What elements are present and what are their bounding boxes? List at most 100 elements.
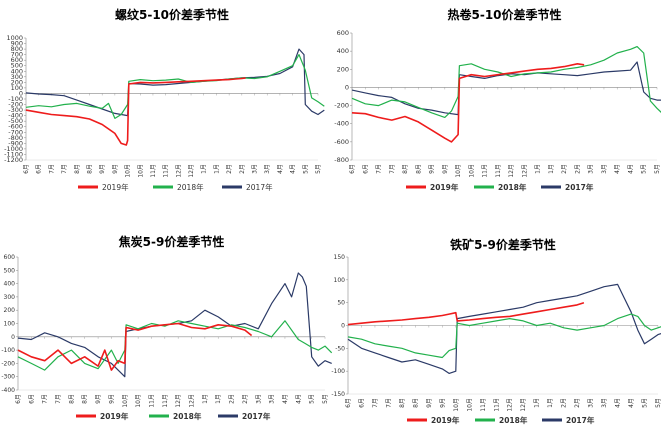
x-tick-label: 8月 xyxy=(86,164,93,174)
x-tick-label: 5月 xyxy=(641,164,648,174)
x-tick-label: 10月 xyxy=(125,164,132,178)
y-tick-label: 50 xyxy=(337,300,345,307)
x-tick-label: 11月 xyxy=(148,394,155,408)
y-tick-label: 600 xyxy=(4,254,16,261)
legend-label: 2019年 xyxy=(430,182,459,192)
x-tick-label: 10月 xyxy=(455,164,462,178)
legend-label: 2019年 xyxy=(431,415,460,425)
x-tick-label: 12月 xyxy=(175,164,182,178)
x-tick-label: 5月 xyxy=(322,394,329,404)
y-tick-label: 600 xyxy=(11,56,23,64)
chart-title: 铁矿5-9价差季节性 xyxy=(450,237,556,252)
x-tick-label: 5月 xyxy=(309,394,316,404)
y-tick-label: 400 xyxy=(11,67,23,75)
x-tick-label: 8月 xyxy=(415,164,422,174)
y-tick-label: -500 xyxy=(8,117,23,125)
y-tick-label: 100 xyxy=(11,84,23,92)
y-tick-label: 800 xyxy=(11,45,23,53)
x-tick-label: 7月 xyxy=(42,394,49,404)
x-tick-label: 8月 xyxy=(68,394,75,404)
y-tick-label: -400 xyxy=(1,387,15,394)
legend-label: 2018年 xyxy=(499,415,528,425)
x-tick-label: 5月 xyxy=(654,164,661,174)
y-tick-label: -600 xyxy=(334,138,349,146)
series-line-2018年 xyxy=(17,320,333,371)
x-tick-label: 7月 xyxy=(48,164,55,174)
series-line-2018年 xyxy=(25,54,325,119)
y-tick-label: 200 xyxy=(337,65,349,73)
x-tick-label: 7月 xyxy=(376,164,383,174)
y-tick-label: -400 xyxy=(334,120,349,128)
x-tick-label: 4月 xyxy=(282,394,289,404)
x-tick-label: 3月 xyxy=(264,164,271,174)
x-tick-label: 4月 xyxy=(295,394,302,404)
y-tick-label: 700 xyxy=(11,51,23,59)
series-line-2018年 xyxy=(347,313,661,359)
y-tick-label: 400 xyxy=(4,281,16,288)
x-tick-label: 2月 xyxy=(561,398,568,408)
x-tick-label: 9月 xyxy=(99,164,106,174)
x-tick-label: 7月 xyxy=(61,164,68,174)
y-tick-label: -100 xyxy=(1,347,15,354)
x-tick-label: 6月 xyxy=(23,164,30,174)
x-tick-label: 7月 xyxy=(389,164,396,174)
x-tick-label: 3月 xyxy=(588,164,595,174)
x-tick-label: 12月 xyxy=(189,394,196,408)
series-line-2019年 xyxy=(347,301,585,326)
x-tick-label: 2月 xyxy=(574,164,581,174)
x-tick-label: 3月 xyxy=(601,398,608,408)
series-line-2019年 xyxy=(351,63,585,143)
x-tick-label: 10月 xyxy=(137,164,144,178)
y-tick-label: 200 xyxy=(4,307,16,314)
y-tick-label: -1000 xyxy=(4,145,23,153)
x-tick-label: 3月 xyxy=(601,164,608,174)
x-tick-label: 4月 xyxy=(277,164,284,174)
y-tick-label: -800 xyxy=(8,134,23,142)
x-tick-label: 8月 xyxy=(399,398,406,408)
y-tick-label: 1000 xyxy=(6,34,23,42)
x-tick-label: 1月 xyxy=(547,398,554,408)
y-tick-label: -50 xyxy=(335,345,345,352)
x-tick-label: 9月 xyxy=(95,394,102,404)
series-line-2017年 xyxy=(347,283,661,374)
y-tick-label: -200 xyxy=(334,102,349,110)
x-tick-label: 3月 xyxy=(252,164,259,174)
x-tick-label: 11月 xyxy=(480,398,487,412)
x-tick-label: 1月 xyxy=(535,164,542,174)
x-tick-label: 10月 xyxy=(135,394,142,408)
y-tick-label: -100 xyxy=(8,95,23,103)
x-tick-label: 10月 xyxy=(466,398,473,412)
y-tick-label: -300 xyxy=(1,374,15,381)
x-tick-label: 9月 xyxy=(108,394,115,404)
x-tick-label: 10月 xyxy=(122,394,129,408)
y-tick-label: 900 xyxy=(11,40,23,48)
x-tick-label: 7月 xyxy=(385,398,392,408)
x-tick-label: 12月 xyxy=(188,164,195,178)
y-tick-label: -300 xyxy=(8,106,23,114)
y-tick-label: 0 xyxy=(11,334,15,341)
x-tick-label: 5月 xyxy=(315,164,322,174)
x-tick-label: 2月 xyxy=(242,394,249,404)
legend-label: 2018年 xyxy=(177,182,204,192)
y-tick-label: 0 xyxy=(19,89,23,97)
x-tick-label: 3月 xyxy=(588,398,595,408)
legend-label: 2017年 xyxy=(565,182,594,192)
x-tick-label: 1月 xyxy=(548,164,555,174)
x-tick-label: 6月 xyxy=(28,394,35,404)
y-tick-label: -400 xyxy=(8,112,23,120)
x-tick-label: 7月 xyxy=(55,394,62,404)
y-tick-label: 0 xyxy=(345,83,349,91)
legend-label: 2019年 xyxy=(100,411,129,421)
y-tick-label: 300 xyxy=(4,294,16,301)
y-tick-label: -150 xyxy=(331,391,345,398)
x-tick-label: 2月 xyxy=(229,394,236,404)
y-tick-label: 300 xyxy=(11,73,23,81)
x-tick-label: 11月 xyxy=(493,398,500,412)
y-tick-label: -200 xyxy=(1,360,15,367)
x-tick-label: 12月 xyxy=(520,398,527,412)
x-tick-label: 5月 xyxy=(642,398,649,408)
x-tick-label: 4月 xyxy=(290,164,297,174)
x-tick-label: 1月 xyxy=(202,394,209,404)
